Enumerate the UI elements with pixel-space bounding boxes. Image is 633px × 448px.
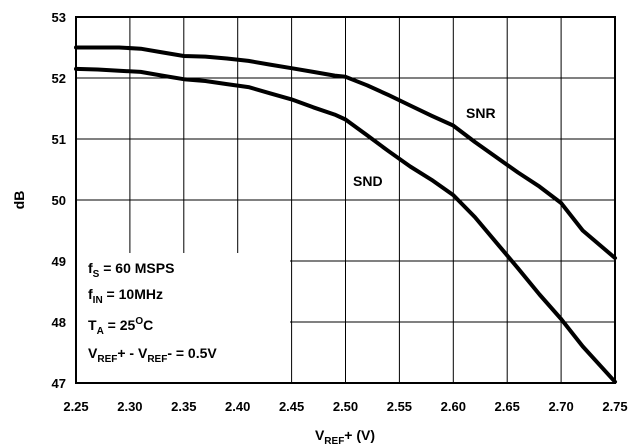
y-tick-label: 49 — [52, 254, 66, 269]
condition-fin: fIN = 10MHz — [88, 286, 163, 306]
x-tick-label: 2.30 — [117, 399, 142, 414]
plot-frame — [75, 16, 616, 384]
series-group — [74, 45, 617, 384]
y-tick-label: 52 — [52, 71, 66, 86]
condition-ta: TA = 25OC — [88, 316, 153, 337]
y-tick-label: 47 — [52, 376, 66, 391]
condition-vref: VREF+ - VREF- = 0.5V — [88, 345, 217, 365]
x-tick-label: 2.50 — [333, 399, 358, 414]
x-tick-label: 2.45 — [279, 399, 304, 414]
x-tick-labels: 2.25 2.30 2.35 2.40 2.45 2.50 2.55 2.60 2.65 2.70… — [63, 399, 627, 414]
x-tick-label: 2.75 — [602, 399, 627, 414]
y-tick-label: 50 — [52, 193, 66, 208]
series-line-snd — [74, 66, 617, 384]
snd-label: SND — [353, 173, 383, 189]
x-tick-label: 2.60 — [441, 399, 466, 414]
y-tick-label: 53 — [52, 10, 66, 25]
x-tick-label: 2.65 — [495, 399, 520, 414]
snr-label: SNR — [466, 105, 496, 121]
y-tick-labels: 47 48 49 50 51 52 53 — [52, 10, 66, 391]
x-tick-label: 2.25 — [63, 399, 88, 414]
condition-fs: fS = 60 MSPS — [88, 260, 174, 280]
series-line-snr — [74, 45, 617, 260]
x-tick-label: 2.55 — [387, 399, 412, 414]
y-axis-label: dB — [11, 191, 27, 210]
x-tick-label: 2.40 — [225, 399, 250, 414]
y-tick-label: 48 — [52, 315, 66, 330]
x-tick-label: 2.35 — [171, 399, 196, 414]
x-tick-label: 2.70 — [548, 399, 573, 414]
y-tick-label: 51 — [52, 132, 66, 147]
x-axis-label: VREF+ (V) — [315, 427, 375, 447]
conditions-box — [76, 253, 290, 383]
